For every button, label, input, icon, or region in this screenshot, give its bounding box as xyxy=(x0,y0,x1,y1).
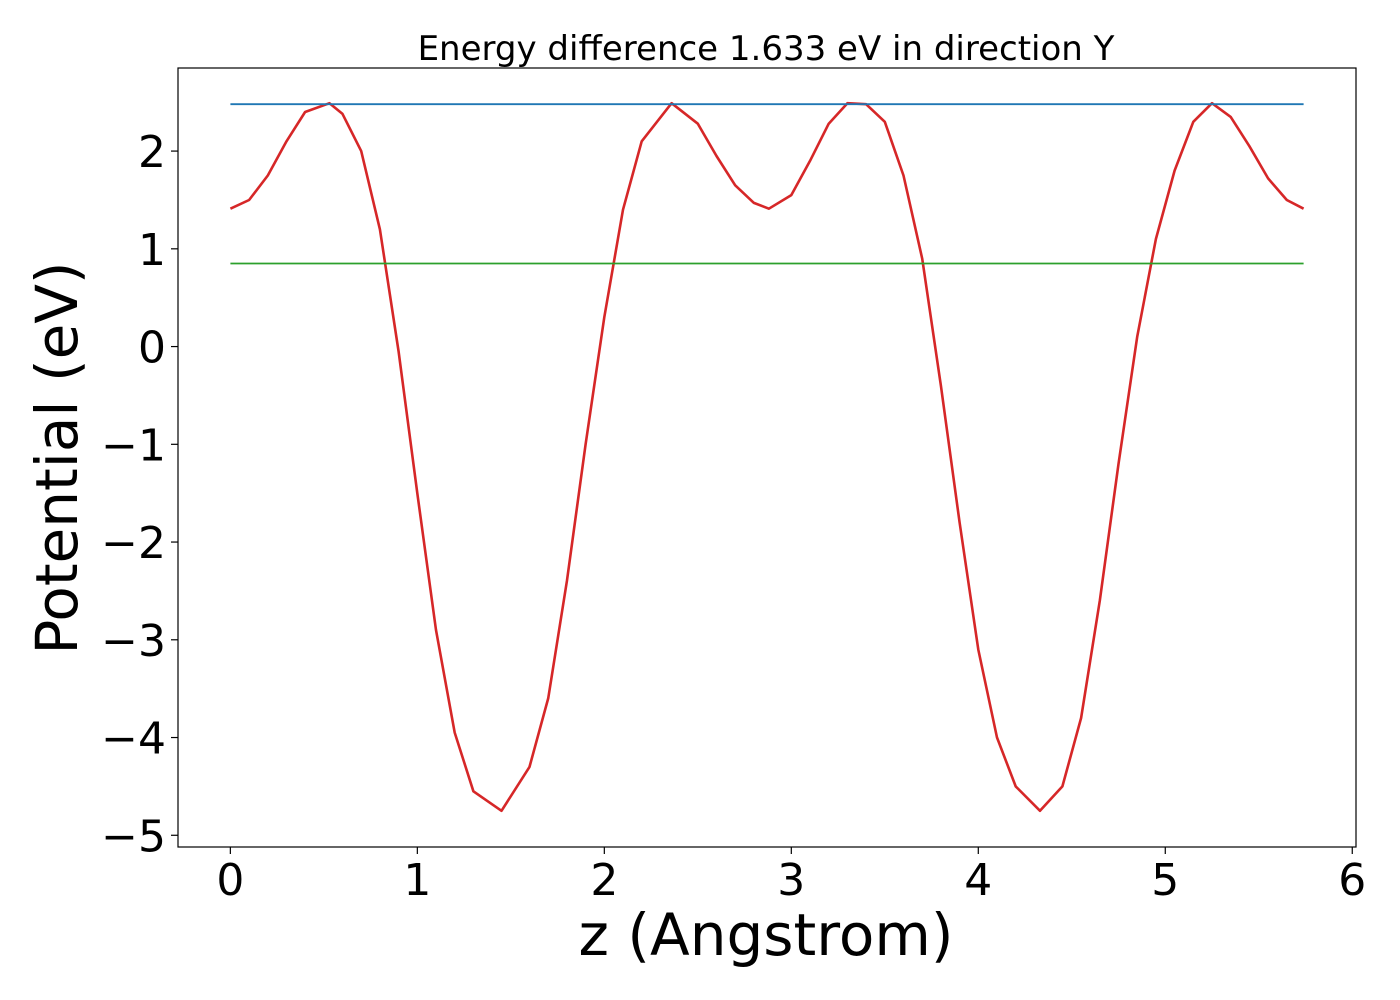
y-tick-label: −5 xyxy=(101,811,166,862)
chart-title: Energy difference 1.633 eV in direction … xyxy=(418,29,1115,69)
x-tick-label: 0 xyxy=(216,855,244,906)
y-tick-label: 2 xyxy=(138,127,166,178)
y-tick-label: 0 xyxy=(138,323,166,374)
y-tick-label: −1 xyxy=(101,420,166,471)
plot-frame xyxy=(177,67,1357,848)
y-axis-label: Potential (eV) xyxy=(23,261,91,654)
x-tick-label: 5 xyxy=(1151,855,1179,906)
y-tick-label: 1 xyxy=(138,225,166,276)
x-tick-label: 4 xyxy=(964,855,992,906)
x-axis-ticks: 0 1 2 3 4 5 6 xyxy=(216,847,1366,906)
y-tick-label: −2 xyxy=(101,518,166,569)
x-axis-label: z (Angstrom) xyxy=(579,901,954,969)
x-tick-label: 3 xyxy=(777,855,805,906)
y-tick-label: −3 xyxy=(101,616,166,667)
y-tick-label: −4 xyxy=(101,714,166,765)
x-tick-label: 2 xyxy=(590,855,618,906)
x-tick-label: 6 xyxy=(1338,855,1366,906)
series-line-0 xyxy=(229,101,1305,813)
series-layer xyxy=(229,101,1305,813)
x-tick-label: 1 xyxy=(403,855,431,906)
y-axis-ticks: 2 1 0 −1 −2 −3 −4 −5 xyxy=(101,127,178,862)
